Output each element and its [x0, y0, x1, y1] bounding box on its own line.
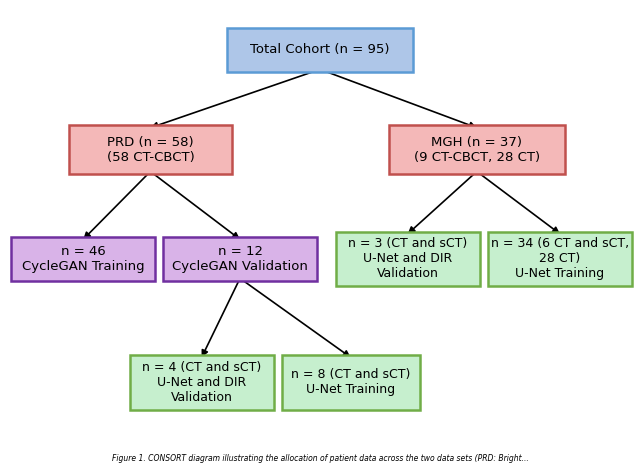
FancyBboxPatch shape — [227, 28, 413, 72]
FancyBboxPatch shape — [12, 237, 156, 281]
Text: n = 8 (CT and sCT)
U-Net Training: n = 8 (CT and sCT) U-Net Training — [291, 369, 410, 396]
Text: n = 12
CycleGAN Validation: n = 12 CycleGAN Validation — [172, 245, 308, 273]
Text: PRD (n = 58)
(58 CT-CBCT): PRD (n = 58) (58 CT-CBCT) — [106, 136, 195, 163]
FancyBboxPatch shape — [389, 125, 565, 174]
Text: n = 34 (6 CT and sCT,
28 CT)
U-Net Training: n = 34 (6 CT and sCT, 28 CT) U-Net Train… — [491, 238, 629, 280]
Text: MGH (n = 37)
(9 CT-CBCT, 28 CT): MGH (n = 37) (9 CT-CBCT, 28 CT) — [413, 136, 540, 163]
FancyBboxPatch shape — [335, 232, 480, 286]
Text: n = 4 (CT and sCT)
U-Net and DIR
Validation: n = 4 (CT and sCT) U-Net and DIR Validat… — [142, 361, 261, 404]
Text: n = 3 (CT and sCT)
U-Net and DIR
Validation: n = 3 (CT and sCT) U-Net and DIR Validat… — [348, 238, 467, 280]
Text: Total Cohort (n = 95): Total Cohort (n = 95) — [250, 43, 390, 57]
FancyBboxPatch shape — [68, 125, 232, 174]
FancyBboxPatch shape — [488, 232, 632, 286]
FancyBboxPatch shape — [282, 355, 420, 409]
FancyBboxPatch shape — [130, 355, 274, 409]
FancyBboxPatch shape — [163, 237, 317, 281]
Text: n = 46
CycleGAN Training: n = 46 CycleGAN Training — [22, 245, 145, 273]
Text: Figure 1. CONSORT diagram illustrating the allocation of patient data across the: Figure 1. CONSORT diagram illustrating t… — [111, 454, 529, 463]
